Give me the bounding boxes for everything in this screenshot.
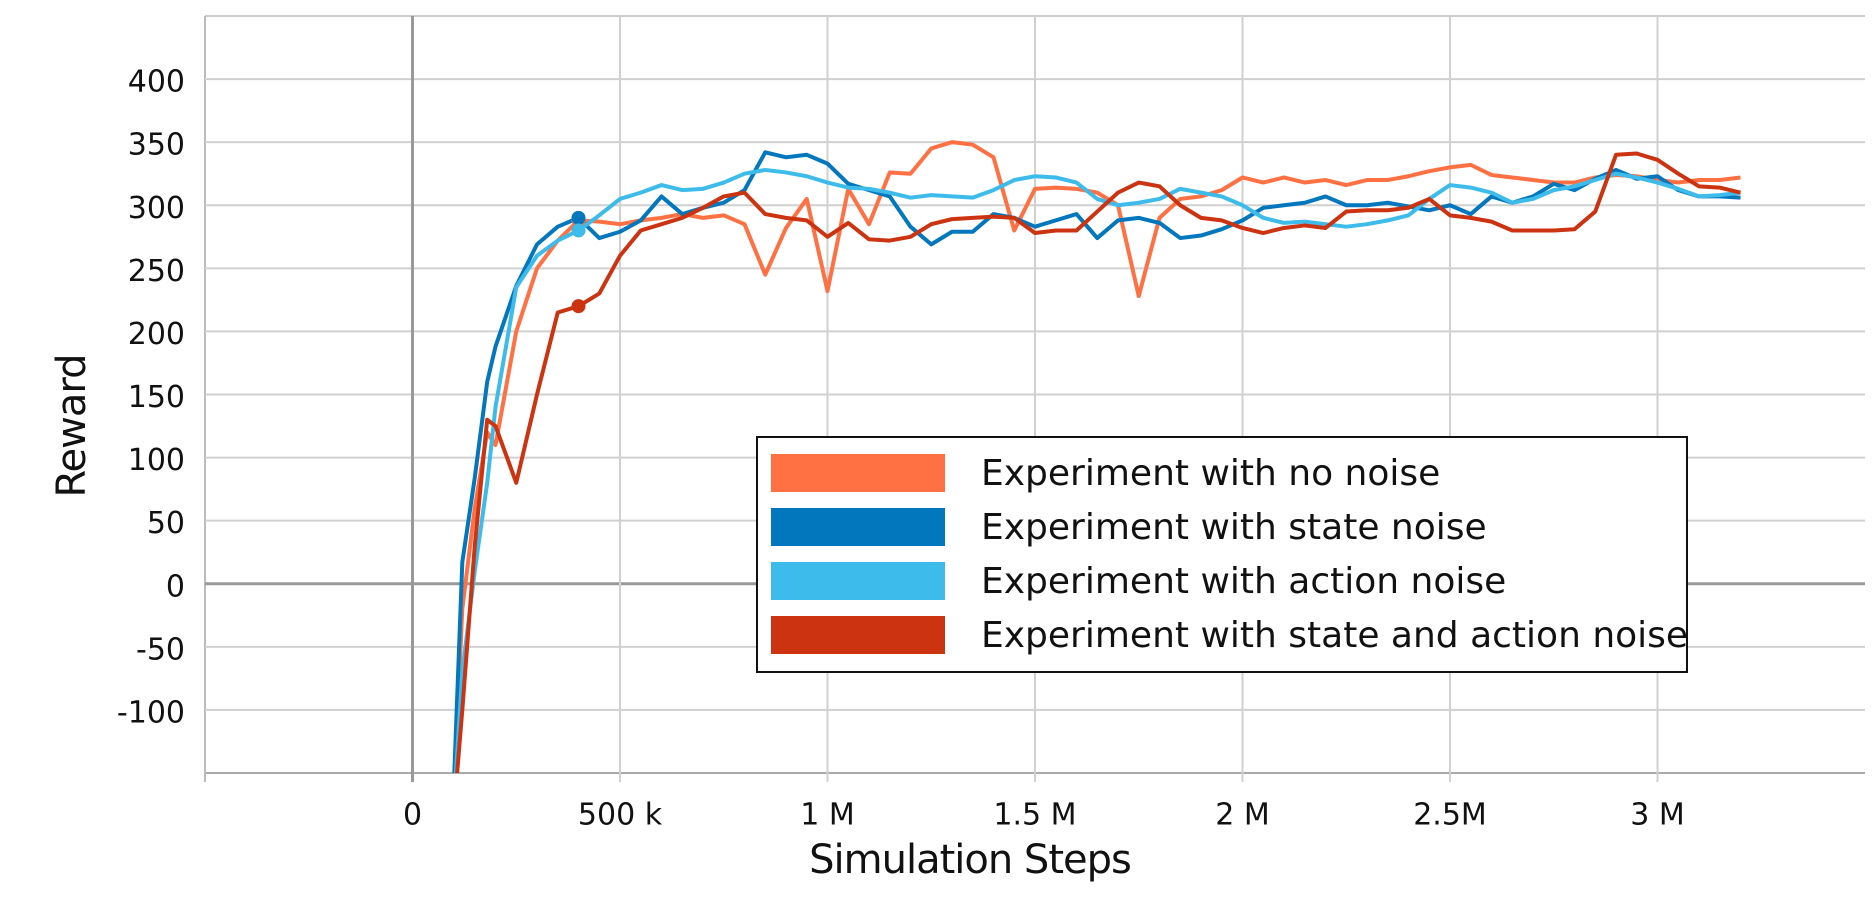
legend-label: Experiment with state and action noise	[981, 615, 1688, 656]
x-tick-label: 1.5 M	[993, 798, 1076, 833]
legend-label: Experiment with state noise	[981, 507, 1487, 548]
y-tick-label: 0	[166, 569, 185, 604]
series-line	[453, 167, 1741, 773]
legend-label: Experiment with no noise	[981, 453, 1440, 494]
legend-swatch	[771, 616, 945, 654]
legend-swatch	[771, 508, 945, 546]
series-marker	[571, 210, 586, 225]
y-tick-label: 150	[128, 380, 185, 415]
y-tick-label: 200	[128, 317, 185, 352]
y-tick-label: 350	[128, 128, 185, 163]
y-tick-label: -100	[117, 695, 185, 730]
legend-swatch	[771, 454, 945, 492]
series-line	[455, 151, 1741, 773]
y-tick-label: 300	[128, 191, 185, 226]
x-tick-label: 2.5M	[1413, 798, 1487, 833]
x-tick-label: 1 M	[800, 798, 855, 833]
series-marker	[571, 299, 586, 314]
x-tick-label: 2 M	[1215, 798, 1270, 833]
series-line	[452, 140, 1741, 773]
y-tick-label: 400	[128, 65, 185, 100]
y-tick-label: -50	[136, 632, 185, 667]
x-axis-title: Simulation Steps	[809, 837, 1131, 883]
legend-label: Experiment with action noise	[981, 561, 1506, 602]
y-tick-label: 100	[128, 443, 185, 478]
plot-area	[452, 140, 1741, 773]
x-tick-label: 500 k	[578, 798, 663, 833]
y-tick-label: 50	[147, 506, 185, 541]
x-tick-label: 3 M	[1630, 798, 1685, 833]
y-tick-label: 250	[128, 254, 185, 289]
series-marker	[571, 223, 586, 238]
legend-swatch	[771, 562, 945, 600]
x-tick-label: 0	[403, 798, 422, 833]
y-axis-title: Reward	[49, 355, 95, 498]
